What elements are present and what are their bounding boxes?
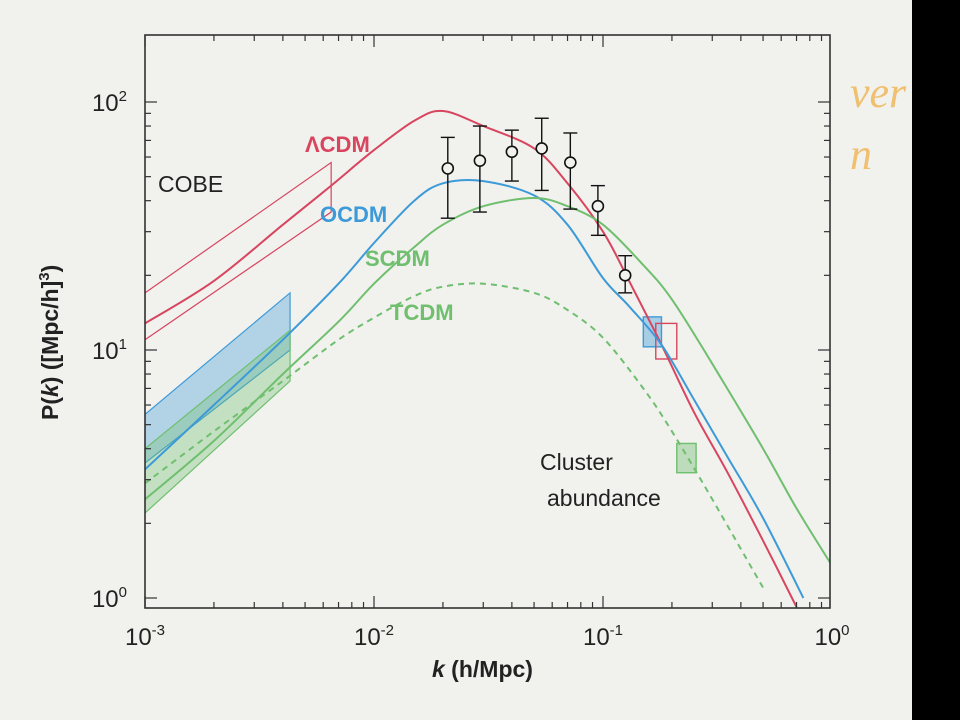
y-axis-title-k: k (37, 383, 63, 397)
y-tick-label-2: 102 (92, 88, 127, 117)
x-axis-title-unit: (h/Mpc) (445, 656, 533, 682)
label-abundance: abundance (547, 485, 661, 511)
y-tick-label-exponent: 2 (119, 88, 127, 105)
y-axis-title-exponent: 3 (36, 272, 53, 280)
data-point-1 (473, 154, 487, 167)
data-point-6 (618, 269, 632, 282)
x-tick-label-base: 10 (814, 624, 841, 651)
plot-frame (144, 34, 831, 609)
y-axis-title-p: P( (37, 397, 63, 420)
label-cluster: Cluster (540, 449, 613, 475)
y-tick-label-base: 10 (92, 338, 119, 365)
cluster-boxes (642, 316, 697, 474)
x-tick-label-3: 100 (814, 622, 849, 651)
y-tick-label-exponent: 1 (119, 336, 127, 353)
slide-title-fragment-line-2: n (850, 130, 872, 179)
x-tick-label-1: 10-2 (354, 622, 394, 651)
data-point-5 (591, 199, 605, 213)
cobe-bands (145, 161, 332, 514)
scanned-figure-background (0, 0, 912, 720)
cluster-box-1 (655, 322, 678, 360)
series-line-2 (145, 196, 830, 565)
y-axis-title: P(k) ([Mpc/h]3) (36, 265, 63, 420)
x-tick-label-base: 10 (354, 624, 381, 651)
x-tick-label-exponent: 0 (841, 622, 849, 639)
x-tick-label-exponent: -3 (152, 622, 165, 639)
model-curves (145, 109, 830, 608)
y-tick-label-1: 101 (92, 336, 127, 365)
data-point-4 (564, 156, 577, 169)
x-tick-label-exponent: -2 (381, 622, 394, 639)
y-tick-label-base: 10 (92, 586, 119, 613)
data-point-0 (441, 162, 455, 175)
slide-title-fragment: ver n (850, 62, 960, 186)
x-tick-label-base: 10 (583, 624, 610, 651)
band-2 (145, 329, 291, 514)
x-axis-title-variable: k (432, 656, 446, 682)
y-axis-title-unit: ) ([Mpc/h] (37, 281, 63, 384)
label-lcdm: ΛCDM (305, 132, 370, 157)
data-point-3 (535, 142, 549, 155)
band-0 (145, 161, 332, 341)
label-cobe: COBE (158, 171, 223, 197)
series-line-3 (145, 282, 764, 589)
y-tick-label-exponent: 0 (119, 584, 127, 601)
x-tick-label-2: 10-1 (583, 622, 623, 651)
series-line-1 (145, 179, 805, 599)
x-tick-label-base: 10 (125, 624, 152, 651)
label-ocdm: OCDM (320, 202, 387, 227)
band-1 (145, 291, 291, 464)
data-point-2 (505, 145, 519, 159)
label-scdm: SCDM (365, 246, 430, 271)
y-axis-title-close: ) (37, 265, 63, 273)
label-tcdm: TCDM (390, 300, 454, 325)
x-tick-label-0: 10-3 (125, 622, 165, 651)
data-points (440, 117, 633, 294)
series-line-0 (145, 109, 798, 608)
slide-title-fragment-line-1: ver (850, 68, 907, 117)
y-tick-label-0: 100 (92, 584, 127, 613)
y-tick-label-base: 10 (92, 90, 119, 117)
cluster-box-2 (676, 442, 697, 474)
x-tick-label-exponent: -1 (610, 622, 623, 639)
x-axis-title: k (h/Mpc) (432, 656, 533, 682)
